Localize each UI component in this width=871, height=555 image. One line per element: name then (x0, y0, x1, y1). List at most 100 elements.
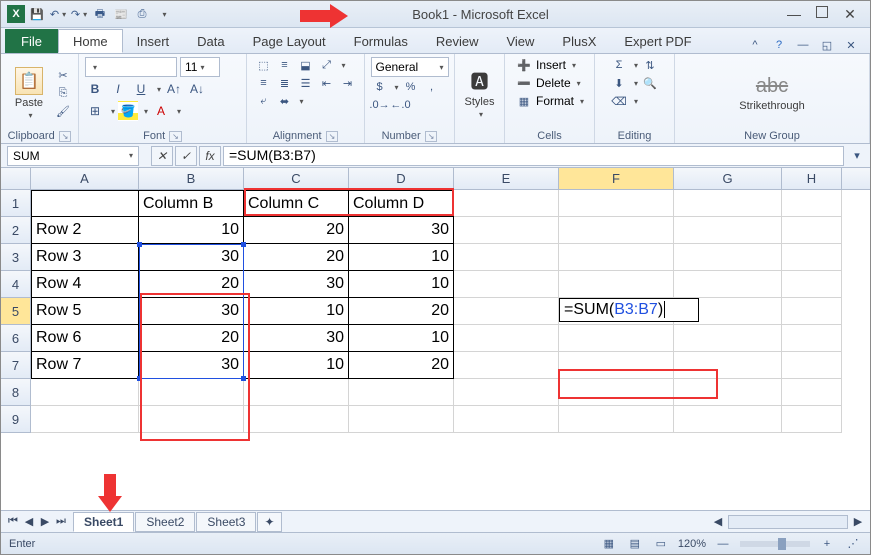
tab-page-layout[interactable]: Page Layout (239, 29, 340, 53)
underline-button[interactable]: U (131, 79, 151, 99)
cell[interactable] (349, 379, 454, 406)
sort-icon[interactable]: ⇅ (641, 57, 659, 73)
format-cells-button[interactable]: ▦Format▾ (515, 93, 584, 109)
cell[interactable]: 20 (244, 244, 349, 271)
tab-plusx[interactable]: PlusX (548, 29, 610, 53)
find-icon[interactable]: 🔍 (641, 75, 659, 91)
cell[interactable] (559, 352, 674, 379)
cell[interactable] (782, 352, 842, 379)
zoom-level[interactable]: 120% (678, 538, 706, 550)
cell[interactable]: Column D (349, 190, 454, 217)
cell[interactable] (454, 271, 559, 298)
cell[interactable]: 30 (139, 352, 244, 379)
cell[interactable] (454, 379, 559, 406)
row-header[interactable]: 7 (1, 352, 31, 379)
tab-expert-pdf[interactable]: Expert PDF (610, 29, 705, 53)
close-button[interactable]: ✕ (842, 6, 858, 22)
cell[interactable] (454, 298, 559, 325)
wrap-text-icon[interactable]: ⤶ (255, 93, 273, 109)
cell[interactable] (559, 217, 674, 244)
row-header[interactable]: 6 (1, 325, 31, 352)
resize-grip-icon[interactable]: ⋰ (844, 536, 862, 552)
decrease-decimal-icon[interactable]: ←.0 (392, 97, 410, 113)
cell[interactable] (349, 406, 454, 433)
cell[interactable] (31, 190, 139, 217)
decrease-font-icon[interactable]: A↓ (187, 79, 207, 99)
column-header[interactable]: C (244, 168, 349, 189)
align-left-icon[interactable]: ≡ (255, 75, 273, 91)
cell[interactable] (674, 217, 782, 244)
cell[interactable] (31, 379, 139, 406)
last-sheet-button[interactable]: ⏭ (53, 514, 69, 530)
cell[interactable]: 20 (349, 298, 454, 325)
excel-icon[interactable]: X (7, 5, 25, 23)
sheet-tab[interactable]: Sheet2 (135, 512, 195, 532)
font-size-combo[interactable]: 11▾ (180, 57, 220, 77)
preview-icon[interactable]: 📰 (112, 5, 130, 23)
fx-button[interactable]: fx (199, 146, 221, 166)
align-right-icon[interactable]: ☰ (297, 75, 315, 91)
cell[interactable] (782, 190, 842, 217)
zoom-in-button[interactable]: + (818, 536, 836, 552)
sheet-tab[interactable]: Sheet3 (196, 512, 256, 532)
tab-home[interactable]: Home (58, 29, 123, 53)
copy-icon[interactable]: ⎘ (54, 86, 72, 102)
align-center-icon[interactable]: ≣ (276, 75, 294, 91)
tab-view[interactable]: View (492, 29, 548, 53)
orientation-icon[interactable]: ⤢ (318, 57, 336, 73)
cell[interactable] (674, 325, 782, 352)
cell[interactable] (139, 406, 244, 433)
cell[interactable]: 10 (244, 298, 349, 325)
format-painter-icon[interactable]: 🖌 (54, 104, 72, 120)
font-name-combo[interactable]: ▾ (85, 57, 177, 77)
doc-restore-icon[interactable]: ◱ (818, 37, 836, 53)
cell[interactable] (31, 406, 139, 433)
fill-color-button[interactable]: 🪣 (118, 101, 138, 121)
normal-view-icon[interactable]: ▦ (600, 536, 618, 552)
cell[interactable]: 30 (139, 244, 244, 271)
column-header[interactable]: B (139, 168, 244, 189)
page-layout-view-icon[interactable]: ▤ (626, 536, 644, 552)
autosum-icon[interactable]: Σ (610, 57, 628, 73)
strikethrough-button[interactable]: abc Strikethrough (732, 75, 812, 112)
cell[interactable] (244, 406, 349, 433)
qat-more-icon[interactable]: ▾ (154, 5, 172, 23)
cell[interactable]: 30 (349, 217, 454, 244)
cell[interactable]: 20 (139, 325, 244, 352)
first-sheet-button[interactable]: ⏮ (5, 514, 21, 530)
italic-button[interactable]: I (108, 79, 128, 99)
cell[interactable]: 20 (244, 217, 349, 244)
cell[interactable] (139, 379, 244, 406)
cell[interactable] (782, 406, 842, 433)
number-format-combo[interactable]: General▾ (371, 57, 449, 77)
cell[interactable] (454, 325, 559, 352)
maximize-button[interactable] (816, 6, 828, 18)
column-header[interactable]: E (454, 168, 559, 189)
prev-sheet-button[interactable]: ◀ (21, 514, 37, 530)
cell[interactable] (559, 244, 674, 271)
formula-bar-input[interactable]: =SUM(B3:B7) (223, 146, 844, 166)
zoom-out-button[interactable]: — (714, 536, 732, 552)
redo-icon[interactable]: ↷▾ (70, 5, 88, 23)
cell[interactable]: Row 7 (31, 352, 139, 379)
cell[interactable] (674, 271, 782, 298)
hscroll-right-button[interactable]: ▶ (850, 514, 866, 530)
dialog-launcher-icon[interactable]: ↘ (326, 131, 339, 142)
row-header[interactable]: 9 (1, 406, 31, 433)
currency-icon[interactable]: $ (371, 79, 389, 95)
cancel-formula-button[interactable]: ✕ (151, 146, 173, 166)
increase-font-icon[interactable]: A↑ (164, 79, 184, 99)
cell[interactable] (559, 190, 674, 217)
insert-cells-button[interactable]: ➕Insert▾ (515, 57, 576, 73)
cell[interactable]: 10 (139, 217, 244, 244)
cell[interactable]: 30 (244, 325, 349, 352)
cell[interactable] (674, 406, 782, 433)
cell[interactable] (674, 352, 782, 379)
cell[interactable] (454, 352, 559, 379)
cell[interactable] (782, 271, 842, 298)
column-header[interactable]: H (782, 168, 842, 189)
border-button[interactable]: ⊞ (85, 101, 105, 121)
increase-decimal-icon[interactable]: .0→ (371, 97, 389, 113)
cell[interactable] (559, 406, 674, 433)
enter-formula-button[interactable]: ✓ (175, 146, 197, 166)
